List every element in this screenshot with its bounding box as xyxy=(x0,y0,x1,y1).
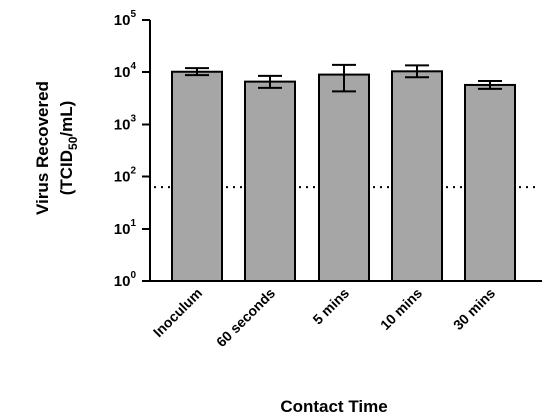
error-bar xyxy=(478,79,502,90)
y-tick-label: 104 xyxy=(114,61,137,81)
x-axis-title: Contact Time xyxy=(280,397,387,416)
bar-inoculum xyxy=(171,70,223,282)
y-axis-ticks: 100 101 102 103 104 105 xyxy=(114,9,150,290)
x-category-label: 30 mins xyxy=(450,285,498,333)
category-labels: Inoculum 60 seconds 5 mins 10 mins 30 mins xyxy=(150,285,498,350)
y-axis-title-line1: Virus Recovered xyxy=(33,81,52,215)
y-tick-label: 102 xyxy=(114,166,137,186)
y-axis-title-line2: (TCID50/mL) xyxy=(57,101,80,196)
bars-group xyxy=(171,63,516,282)
error-bar xyxy=(185,67,209,77)
x-category-label: 5 mins xyxy=(309,285,352,328)
axes-group xyxy=(149,20,542,282)
error-bar xyxy=(405,64,429,79)
y-tick-label: 103 xyxy=(114,113,137,133)
y-tick-label: 105 xyxy=(114,9,137,29)
bar-30-mins xyxy=(464,83,516,282)
y-tick-label: 100 xyxy=(114,270,137,290)
error-bar xyxy=(332,63,356,93)
x-category-label: 60 seconds xyxy=(213,285,278,350)
x-category-label: Inoculum xyxy=(150,285,205,340)
x-category-label: 10 mins xyxy=(377,285,425,333)
bar-10-mins xyxy=(391,70,443,282)
error-bar xyxy=(258,74,282,89)
bar-60-seconds xyxy=(244,80,296,282)
bar-5-mins xyxy=(318,73,370,282)
y-tick-label: 101 xyxy=(114,218,137,238)
